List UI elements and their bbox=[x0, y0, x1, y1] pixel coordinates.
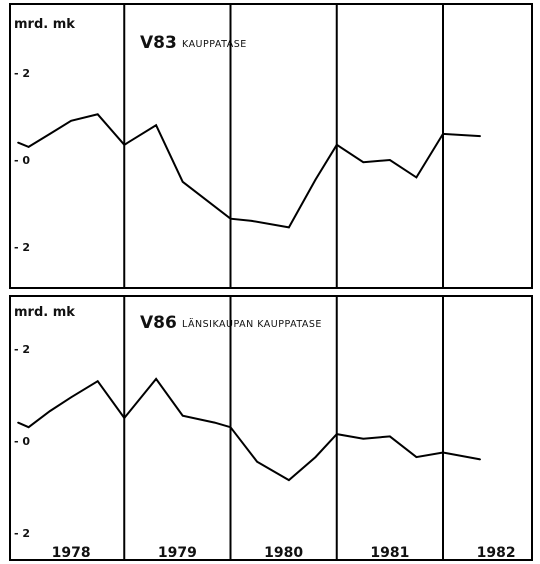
data-point bbox=[49, 410, 51, 412]
data-point bbox=[181, 414, 184, 417]
data-point bbox=[17, 421, 19, 424]
data-point bbox=[288, 479, 290, 481]
data-point bbox=[314, 178, 317, 181]
data-point bbox=[479, 458, 481, 461]
data-point bbox=[335, 433, 338, 435]
chart-panel-v86: mrd. mk V86 LÄNSIKAUPAN KAUPPATASE - 2 - … bbox=[9, 295, 533, 561]
data-point bbox=[155, 378, 157, 380]
panel-frame bbox=[9, 295, 533, 561]
y-tick-label: - 2 bbox=[14, 67, 30, 80]
data-point bbox=[181, 180, 184, 183]
data-point bbox=[96, 380, 99, 383]
data-point bbox=[123, 143, 126, 146]
data-point bbox=[389, 159, 391, 161]
unit-label: mrd. mk bbox=[14, 17, 75, 32]
data-point bbox=[213, 421, 216, 424]
data-point bbox=[362, 161, 365, 163]
data-point bbox=[442, 133, 444, 135]
data-point bbox=[155, 124, 157, 126]
x-tick-label-1979: 1979 bbox=[158, 545, 197, 561]
chart-title: LÄNSIKAUPAN KAUPPATASE bbox=[182, 319, 322, 330]
data-point bbox=[27, 146, 30, 148]
chart-code: V86 bbox=[140, 313, 177, 333]
data-point bbox=[96, 113, 99, 116]
chart-title: KAUPPATASE bbox=[182, 39, 247, 50]
data-point bbox=[335, 143, 338, 146]
data-point bbox=[70, 120, 72, 122]
y-tick-label: - 2 bbox=[14, 527, 30, 540]
x-tick-label-1978: 1978 bbox=[52, 545, 91, 561]
x-tick-label-1982: 1982 bbox=[477, 545, 516, 561]
x-axis-year-labels: 1978 1979 1980 1981 1982 bbox=[52, 545, 516, 561]
data-point bbox=[17, 141, 19, 144]
data-point bbox=[229, 217, 232, 220]
data-point bbox=[389, 435, 391, 438]
data-point bbox=[442, 451, 444, 454]
data-point bbox=[229, 426, 232, 429]
data-point bbox=[362, 437, 365, 440]
data-point bbox=[250, 220, 253, 222]
series-line-v86 bbox=[17, 377, 481, 482]
chart-panel-v83: mrd. mk V83 KAUPPATASE - 2 - 0 - 2 bbox=[9, 3, 533, 289]
data-point bbox=[256, 460, 258, 463]
data-point bbox=[123, 417, 126, 419]
y-tick-label: - 2 bbox=[14, 241, 30, 254]
x-tick-label-1980: 1980 bbox=[264, 545, 303, 561]
data-point bbox=[49, 133, 51, 135]
data-point bbox=[288, 226, 290, 229]
y-tick-label: - 0 bbox=[14, 435, 30, 448]
y-tick-label: - 2 bbox=[14, 343, 30, 356]
chart-code: V83 bbox=[140, 33, 177, 53]
data-point bbox=[415, 456, 418, 458]
data-point bbox=[70, 396, 72, 399]
data-point bbox=[314, 456, 317, 458]
y-tick-label: - 0 bbox=[14, 154, 30, 167]
data-point bbox=[27, 426, 30, 429]
unit-label: mrd. mk bbox=[14, 305, 75, 320]
panel-frame bbox=[9, 3, 533, 289]
series-line-v83 bbox=[17, 113, 481, 229]
data-point bbox=[479, 135, 481, 137]
data-point bbox=[415, 176, 418, 179]
x-tick-label-1981: 1981 bbox=[370, 545, 409, 561]
